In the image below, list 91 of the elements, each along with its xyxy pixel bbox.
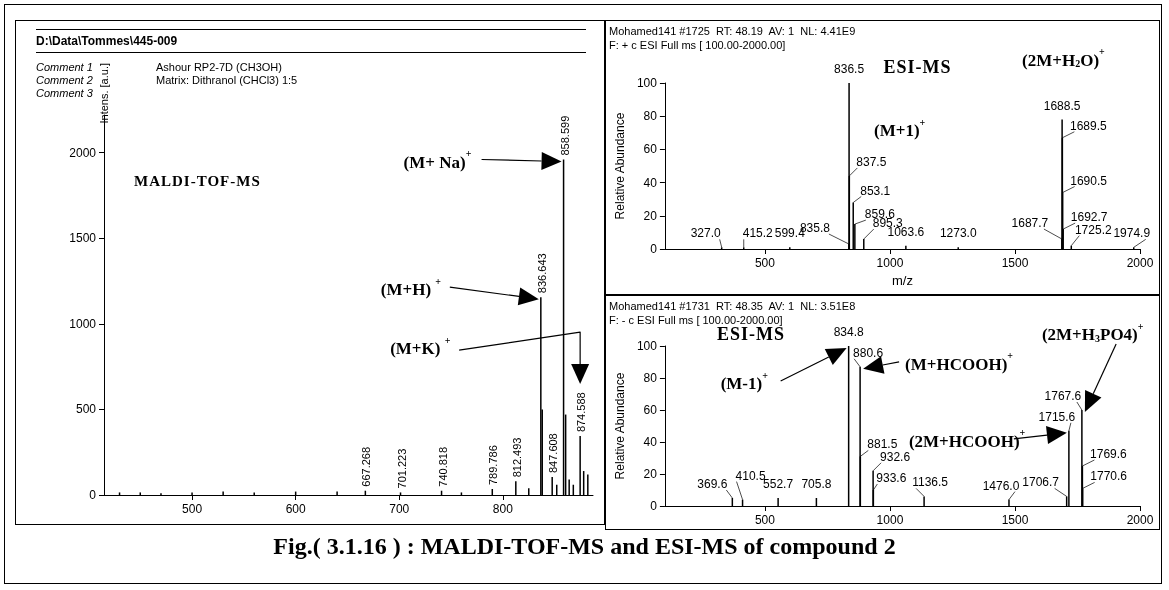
annotation: 1136.5: [912, 475, 949, 490]
annotation: (M+HCOOH)+: [905, 350, 1014, 374]
x-axis-title: m/z: [891, 272, 913, 288]
annotation: 836.5: [834, 62, 865, 76]
annotation: 1687.7: [1011, 216, 1049, 231]
chart-subtitle: F: + c ESI Full ms [ 100.00-2000.00]: [609, 39, 786, 51]
annotation: 932.6: [880, 449, 911, 464]
annotation: 858.599: [558, 115, 571, 156]
chart-subtitle: F: - c ESI Full ms [ 100.00-2000.00]: [609, 314, 783, 326]
text: Fig.( 3.1.16 ) : MALDI-TOF-MS and ESI-MS of compound 2: [272, 533, 897, 560]
annotation: 1706.7: [1022, 475, 1060, 490]
y-tick-label: 500: [75, 402, 97, 417]
y-tick-label: 100: [636, 76, 658, 90]
text: Comment 3: [36, 87, 93, 99]
annotation: 1974.9: [1113, 226, 1151, 241]
x-tick-label: 600: [285, 502, 306, 516]
annotation: 834.8: [833, 325, 864, 339]
text: Matrix: Dithranol (CHCl3) 1:5: [156, 74, 298, 86]
text: Comment 2: [36, 74, 93, 86]
y-axis-title: Relative Abundance: [613, 372, 627, 480]
y-tick-label: 20: [643, 208, 658, 223]
text: (2M+H2O)+: [1022, 46, 1106, 70]
annotation: 1715.6: [1038, 409, 1076, 424]
y-tick-label: 0: [89, 488, 97, 502]
annotation: 327.0: [690, 226, 722, 241]
x-tick-label: 1000: [876, 513, 904, 527]
annotation: 933.6: [876, 471, 907, 485]
x-tick-label: 500: [182, 502, 203, 516]
annotation: 1689.5: [1070, 118, 1108, 133]
y-tick-label: 20: [643, 467, 658, 481]
annotation: 880.6: [853, 345, 884, 360]
annotation: (M+K) +: [390, 334, 451, 359]
text: ESI-MS: [883, 56, 952, 78]
annotation: 789.786: [487, 445, 500, 486]
y-tick-label: 80: [643, 109, 658, 124]
y-tick-label: 40: [643, 175, 658, 190]
x-tick-label: 1000: [876, 256, 904, 270]
x-tick-label: 1500: [1001, 513, 1029, 527]
annotation: 853.1: [860, 183, 891, 198]
annotation: (M-1)+: [720, 369, 769, 393]
y-tick-label: 1500: [69, 231, 97, 246]
text: D:\Data\Tommes\445-009: [36, 29, 586, 53]
annotation: (M+H) +: [380, 275, 442, 300]
annotation: 812.493: [510, 437, 523, 478]
y-axis-title: Intens. [a.u.]: [98, 63, 110, 124]
chart-title: Mohamed141 #1731 RT: 48.35 AV: 1 NL: 3.51E8: [609, 300, 856, 312]
y-tick-label: 100: [636, 339, 658, 353]
y-tick-label: 1000: [69, 316, 97, 331]
y-tick-label: 80: [643, 371, 658, 385]
annotation: 1767.6: [1044, 389, 1082, 403]
x-tick-label: 800: [492, 502, 514, 516]
annotation: 740.818: [436, 446, 449, 487]
annotation: (M+ Na)+: [403, 148, 472, 172]
annotation: 881.5: [867, 437, 898, 452]
y-tick-label: 60: [643, 403, 658, 417]
annotation: 1690.5: [1070, 173, 1108, 188]
annotation: 1725.2: [1074, 222, 1112, 237]
y-tick-label: 2000: [69, 145, 97, 160]
text: Comment 1: [36, 61, 93, 73]
y-tick-label: 0: [650, 242, 658, 256]
text: Ashour RP2-7D (CH3OH): [156, 61, 282, 73]
x-tick-label: 700: [389, 502, 410, 516]
annotation: 667.268: [360, 446, 373, 487]
annotation: 705.8: [801, 477, 832, 491]
x-tick-label: 500: [754, 513, 776, 527]
x-tick-label: 2000: [1126, 513, 1154, 527]
annotation: MALDI-TOF-MS: [134, 172, 261, 190]
y-tick-label: 40: [643, 435, 658, 449]
annotation: 1688.5: [1043, 98, 1081, 113]
annotation: 1692.7: [1070, 210, 1108, 225]
annotation: 1273.0: [939, 226, 977, 241]
y-tick-label: 60: [643, 142, 658, 157]
y-axis-title: Relative Abundance: [613, 112, 627, 220]
annotation: 1770.6: [1090, 469, 1128, 484]
annotation: 701.223: [395, 448, 408, 489]
y-tick-label: 0: [650, 499, 658, 513]
annotation: 1769.6: [1090, 447, 1128, 461]
annotation: 836.643: [535, 253, 548, 294]
annotation: 837.5: [856, 154, 887, 169]
chart-title: Mohamed141 #1725 RT: 48.19 AV: 1 NL: 4.41E9: [609, 25, 856, 37]
annotation: 369.6: [697, 477, 728, 491]
text: (2M+H3PO4)+: [1041, 320, 1144, 344]
annotation: 874.588: [575, 392, 588, 433]
annotation: (M+1)+: [874, 116, 926, 140]
annotation: 847.608: [547, 433, 560, 474]
annotation: 1476.0: [982, 478, 1020, 493]
x-tick-label: 1500: [1001, 256, 1029, 270]
annotation: 415.2: [742, 226, 774, 241]
x-tick-label: 500: [754, 256, 776, 270]
x-tick-label: 2000: [1126, 256, 1154, 270]
annotation: (2M+HCOOH)+: [908, 427, 1026, 451]
